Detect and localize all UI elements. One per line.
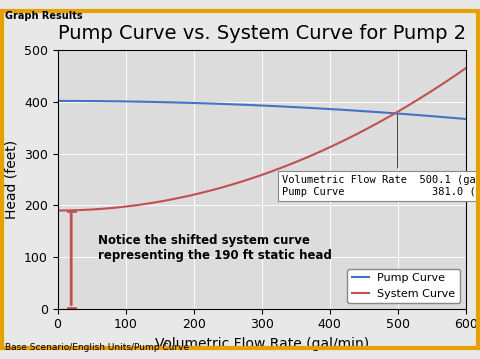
Text: Graph Results: Graph Results [5, 11, 83, 21]
Pump Curve [398, 112, 404, 116]
System Curve [424, 92, 430, 96]
Pump Curve [463, 117, 468, 121]
Line: Pump Curve: Pump Curve [58, 101, 466, 119]
Legend: Pump Curve, System Curve: Pump Curve, System Curve [348, 269, 460, 303]
Pump Curve [55, 99, 60, 103]
Pump Curve [298, 105, 303, 109]
Line: System Curve: System Curve [58, 68, 466, 210]
Pump Curve [56, 99, 62, 103]
Pump Curve [424, 114, 430, 118]
Text: Base Scenario/English Units/Pump Curve: Base Scenario/English Units/Pump Curve [5, 343, 189, 352]
System Curve [304, 155, 310, 159]
System Curve [398, 107, 404, 112]
System Curve [463, 66, 468, 70]
System Curve [296, 159, 302, 163]
Text: Notice the shifted system curve
representing the 190 ft static head: Notice the shifted system curve represen… [98, 234, 332, 262]
Text: Volumetric Flow Rate  500.1 (gal/min)
Pump Curve              381.0 (feet): Volumetric Flow Rate 500.1 (gal/min) Pum… [282, 115, 480, 197]
Pump Curve [304, 106, 310, 110]
X-axis label: Volumetric Flow Rate (gal/min): Volumetric Flow Rate (gal/min) [155, 337, 369, 351]
Pump Curve [296, 105, 302, 109]
Y-axis label: Head (feet): Head (feet) [4, 140, 18, 219]
Title: Pump Curve vs. System Curve for Pump 2: Pump Curve vs. System Curve for Pump 2 [58, 24, 466, 43]
System Curve [55, 208, 60, 213]
System Curve [56, 208, 62, 213]
System Curve [298, 158, 303, 162]
